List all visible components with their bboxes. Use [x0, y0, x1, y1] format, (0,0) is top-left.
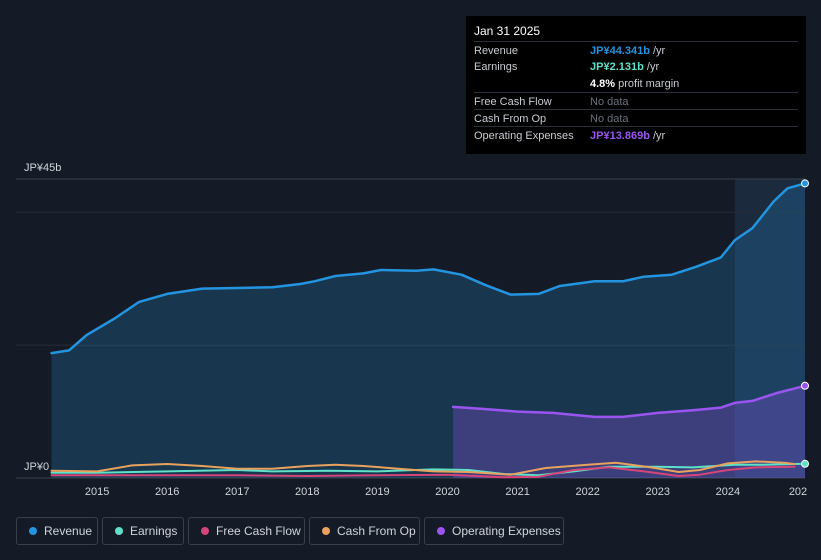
x-tick-label: 2021	[505, 486, 529, 498]
tooltip-row-operating-expenses: Operating Expenses JP¥13.869b /yr	[474, 126, 798, 144]
tooltip-value: JP¥13.869b	[590, 130, 650, 142]
tooltip-date: Jan 31 2025	[474, 24, 541, 38]
tooltip-suffix: /yr	[649, 130, 666, 142]
forecast-highlight	[734, 179, 805, 478]
legend-dot-icon	[437, 527, 445, 535]
tooltip-value: No data	[590, 96, 629, 108]
y-axis-min-label: JP¥0	[24, 461, 49, 473]
revenue-end-marker[interactable]	[801, 179, 809, 188]
x-tick-label: 2022	[575, 486, 599, 498]
cash-from-op-line	[50, 460, 796, 476]
x-tick-label: 2024	[716, 486, 740, 498]
x-tick-label: 2019	[365, 486, 389, 498]
tooltip-label: Earnings	[474, 61, 518, 73]
tooltip-row-profit-margin: 4.8% profit margin	[474, 75, 798, 92]
legend-cash-from-op[interactable]: Cash From Op	[309, 517, 420, 545]
revenue-area	[51, 183, 805, 478]
y-axis-max-label: JP¥45b	[24, 162, 61, 174]
tooltip-value: JP¥44.341b	[590, 45, 650, 57]
tooltip-label: Operating Expenses	[474, 130, 574, 142]
tooltip-suffix: /yr	[649, 45, 666, 57]
tooltip-suffix: profit margin	[615, 78, 680, 90]
legend-dot-icon	[115, 527, 123, 535]
x-tick-label: 2018	[295, 486, 319, 498]
free-cash-flow-line	[50, 465, 796, 479]
legend-earnings[interactable]: Earnings	[102, 517, 184, 545]
x-tick-label: 2017	[225, 486, 249, 498]
x-tick-label: 2016	[155, 486, 179, 498]
tooltip-value: JP¥2.131b	[590, 61, 644, 73]
operating-expenses-end-marker[interactable]	[801, 381, 809, 390]
tooltip-row-revenue: Revenue JP¥44.341b /yr	[474, 41, 798, 59]
operating-expenses-line	[451, 384, 807, 419]
tooltip-row-free-cash-flow: Free Cash Flow No data	[474, 92, 798, 110]
legend-label: Earnings	[130, 524, 178, 538]
x-tick-label: 2023	[646, 486, 670, 498]
legend-label: Revenue	[44, 524, 93, 538]
legend-revenue[interactable]: Revenue	[16, 517, 98, 545]
legend-dot-icon	[29, 527, 37, 535]
revenue-line	[50, 182, 807, 355]
earnings-line	[50, 462, 806, 477]
tooltip-value: No data	[590, 113, 629, 125]
tooltip-row-cash-from-op: Cash From Op No data	[474, 109, 798, 127]
tooltip-label: Free Cash Flow	[474, 96, 552, 108]
legend-dot-icon	[322, 527, 330, 535]
tooltip-label: Cash From Op	[474, 113, 547, 125]
x-tick-label: 202	[789, 486, 807, 498]
earnings-end-marker[interactable]	[801, 459, 809, 468]
legend-free-cash-flow[interactable]: Free Cash Flow	[188, 517, 305, 545]
tooltip-suffix: /yr	[643, 61, 660, 73]
x-tick-label: 2020	[435, 486, 459, 498]
chart-area: JP¥45b JP¥0 2015 2016 2017 2018 2019 2020 2021…	[16, 162, 809, 498]
legend-dot-icon	[201, 527, 209, 535]
legend-label: Free Cash Flow	[216, 524, 301, 538]
tooltip-label: Revenue	[474, 45, 519, 57]
tooltip: Jan 31 2025 Revenue JP¥44.341b /yr Earni…	[466, 16, 806, 154]
legend-label: Operating Expenses	[452, 524, 561, 538]
tooltip-value: 4.8%	[590, 78, 616, 90]
x-tick-label: 2015	[85, 486, 109, 498]
legend-operating-expenses[interactable]: Operating Expenses	[424, 517, 564, 545]
legend-label: Cash From Op	[337, 524, 416, 538]
tooltip-row-earnings: Earnings JP¥2.131b /yr	[474, 58, 798, 75]
